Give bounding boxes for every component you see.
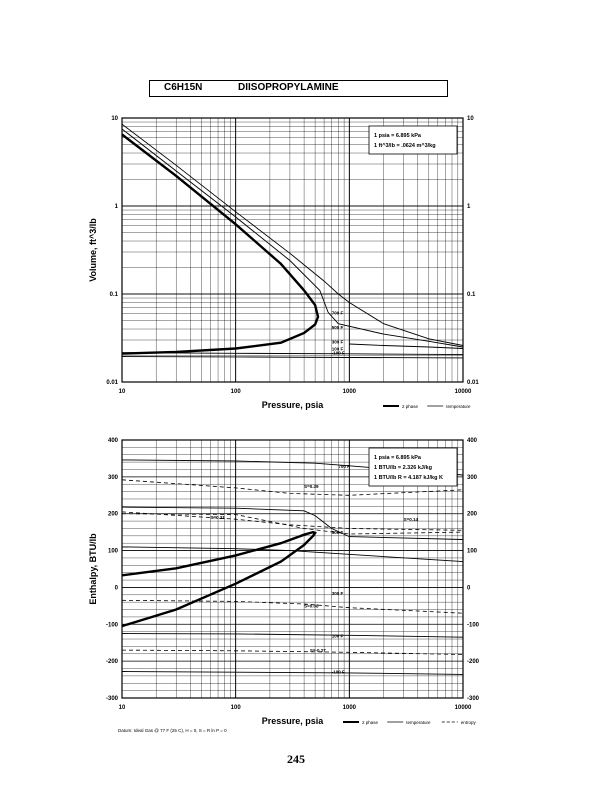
chart-1 [121, 117, 464, 407]
temperature-label: 100 F [332, 347, 344, 352]
conversion-box [368, 125, 458, 155]
temperature-label: 300 F [332, 339, 344, 344]
y-tick-label: -200 [106, 659, 119, 665]
x-tick-label: 10 [119, 389, 126, 395]
y-tick-label-right: 400 [467, 438, 478, 444]
x-axis-label: Pressure, psia [262, 716, 325, 726]
y-tick-label: 10 [111, 116, 118, 122]
plot-frame [121, 117, 464, 383]
conversion-text: 1 BTU/lb R = 4.187 kJ/kg K [374, 475, 443, 481]
compound-title-box: C6H15N DIISOPROPYLAMINE [149, 80, 448, 97]
y-tick-label: 400 [108, 438, 119, 444]
series-line-s-0-27 [121, 649, 464, 655]
entropy-label: S=0.14 [404, 517, 419, 522]
series-line-300-f [349, 343, 464, 349]
x-tick-label: 100 [231, 705, 242, 711]
series-line--100-f [121, 356, 464, 359]
y-tick-label: 100 [108, 549, 119, 555]
chart-2 [121, 439, 464, 723]
series-line-s-0-08 [121, 599, 464, 614]
series-line-2-phase [121, 133, 320, 355]
series-line-2-phase [121, 530, 317, 628]
y-tick-label-right: 1 [467, 204, 471, 210]
y-tick-label-right: 0.01 [467, 380, 479, 386]
series-line-100-f [121, 633, 464, 638]
x-tick-label: 10000 [455, 705, 472, 711]
legend-label: entropy [461, 720, 477, 725]
conversion-box [368, 447, 458, 487]
y-tick-label-right: -300 [467, 696, 480, 702]
series-line-s-0-14 [121, 513, 464, 535]
page-number: 245 [287, 752, 305, 766]
entropy-label: S=0.08 [304, 604, 319, 609]
footnote: Datum: Ideal Gas @ 77 F (25 C), H = 0, S… [118, 728, 227, 733]
entropy-label: S=0.39 [304, 484, 319, 489]
y-tick-label: -300 [106, 696, 119, 702]
y-tick-label-right: 200 [467, 512, 478, 518]
legend-label: 2 phase [362, 720, 379, 725]
conversion-text: 1 BTU/lb = 2.326 kJ/kg [374, 465, 432, 471]
temperature-label: -100 F [332, 669, 345, 674]
y-tick-label-right: 300 [467, 475, 478, 481]
y-tick-label-right: -200 [467, 659, 480, 665]
temperature-label: 100 F [332, 633, 344, 638]
x-tick-label: 10 [119, 705, 126, 711]
entropy-label: S=-0.27 [310, 648, 326, 653]
x-tick-label: 1000 [343, 705, 357, 711]
entropy-label: S=0.21 [210, 515, 225, 520]
plot-frame [121, 439, 464, 699]
y-tick-label: 300 [108, 475, 119, 481]
legend-label: temperature [446, 404, 471, 409]
series-line-500-f [121, 128, 464, 348]
temperature-label: 500 F [332, 325, 344, 330]
temperature-label: 300 F [332, 591, 344, 596]
compound-formula: C6H15N [164, 82, 203, 93]
conversion-text: 1 psia = 6.895 kPa [374, 455, 422, 461]
conversion-text: 1 ft^3/lb = .0624 m^3/kg [374, 143, 436, 149]
compound-name: DIISOPROPYLAMINE [238, 82, 339, 93]
temperature-label: 700 F [332, 310, 344, 315]
series-line-500-f [121, 506, 464, 540]
series-line-300-f [121, 546, 464, 563]
series-line-700-f [121, 123, 464, 346]
x-tick-label: 10000 [455, 389, 472, 395]
series-line-s-0-39 [121, 479, 464, 496]
legend-label: 2 phase [402, 404, 419, 409]
y-tick-label-right: -100 [467, 622, 480, 628]
x-tick-label: 100 [231, 389, 242, 395]
conversion-text: 1 psia = 6.895 kPa [374, 133, 422, 139]
y-tick-label: -100 [106, 622, 119, 628]
y-tick-label-right: 0 [467, 585, 471, 591]
series-line--100-f [121, 671, 464, 675]
x-axis-label: Pressure, psia [262, 400, 325, 410]
x-tick-label: 1000 [343, 389, 357, 395]
y-axis-label: Enthalpy, BTU/lb [88, 533, 98, 605]
y-tick-label-right: 100 [467, 549, 478, 555]
legend-label: temperature [406, 720, 431, 725]
y-axis-label: Volume, ft^3/lb [88, 218, 98, 282]
y-tick-label: 1 [115, 204, 119, 210]
temperature-label: 500 F [332, 530, 344, 535]
y-tick-label: 0 [115, 585, 119, 591]
y-tick-label: 0.1 [110, 292, 119, 298]
y-tick-label: 0.01 [106, 380, 118, 386]
y-tick-label: 200 [108, 512, 119, 518]
series-line-100-f [121, 352, 464, 356]
temperature-label: -100 F [332, 351, 345, 356]
y-tick-label-right: 10 [467, 116, 474, 122]
temperature-label: 700 F [338, 464, 350, 469]
y-tick-label-right: 0.1 [467, 292, 476, 298]
series-line-s-0-21 [121, 511, 464, 531]
